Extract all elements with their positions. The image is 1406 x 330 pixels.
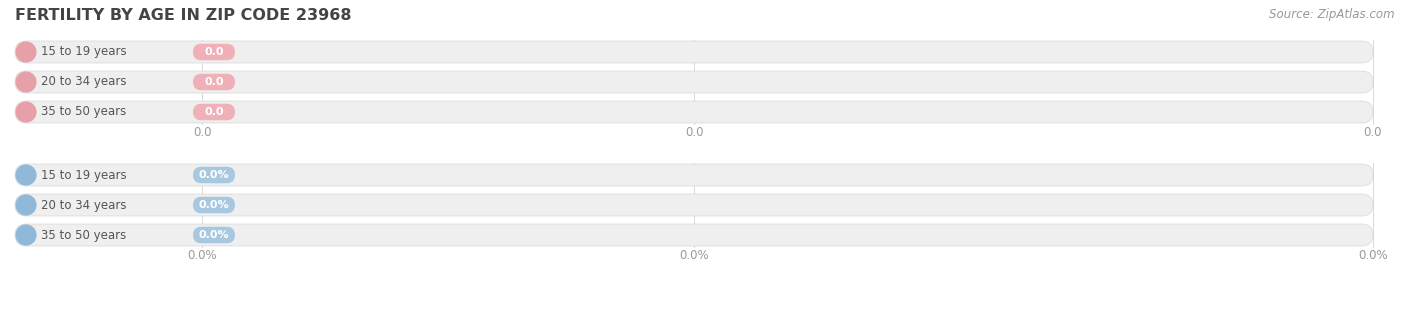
Text: 0.0: 0.0	[204, 47, 224, 57]
Circle shape	[15, 165, 37, 185]
Circle shape	[15, 42, 37, 62]
Text: 0.0%: 0.0%	[198, 230, 229, 240]
Text: 15 to 19 years: 15 to 19 years	[41, 46, 127, 58]
Text: 35 to 50 years: 35 to 50 years	[41, 228, 127, 242]
Text: FERTILITY BY AGE IN ZIP CODE 23968: FERTILITY BY AGE IN ZIP CODE 23968	[15, 8, 352, 23]
Circle shape	[15, 72, 37, 92]
FancyBboxPatch shape	[15, 41, 1374, 63]
FancyBboxPatch shape	[193, 197, 235, 213]
Text: 0.0%: 0.0%	[198, 170, 229, 180]
Text: 20 to 34 years: 20 to 34 years	[41, 76, 127, 88]
Circle shape	[15, 102, 37, 122]
FancyBboxPatch shape	[15, 164, 1374, 186]
Text: 15 to 19 years: 15 to 19 years	[41, 169, 127, 182]
FancyBboxPatch shape	[193, 167, 235, 183]
Text: 0.0: 0.0	[193, 126, 212, 139]
Circle shape	[15, 225, 37, 245]
Text: 0.0%: 0.0%	[187, 249, 217, 262]
FancyBboxPatch shape	[193, 227, 235, 243]
FancyBboxPatch shape	[193, 44, 235, 60]
FancyBboxPatch shape	[15, 194, 1374, 216]
FancyBboxPatch shape	[193, 104, 235, 120]
FancyBboxPatch shape	[15, 101, 1374, 123]
Text: 0.0%: 0.0%	[1358, 249, 1388, 262]
Text: 0.0%: 0.0%	[679, 249, 709, 262]
Circle shape	[15, 195, 37, 215]
Text: 0.0: 0.0	[1364, 126, 1382, 139]
Text: 0.0: 0.0	[204, 77, 224, 87]
Text: 35 to 50 years: 35 to 50 years	[41, 106, 127, 118]
Text: 20 to 34 years: 20 to 34 years	[41, 199, 127, 212]
Text: 0.0: 0.0	[685, 126, 703, 139]
Text: 0.0%: 0.0%	[198, 200, 229, 210]
Text: Source: ZipAtlas.com: Source: ZipAtlas.com	[1270, 8, 1395, 21]
Text: 0.0: 0.0	[204, 107, 224, 117]
FancyBboxPatch shape	[15, 71, 1374, 93]
FancyBboxPatch shape	[193, 74, 235, 90]
FancyBboxPatch shape	[15, 224, 1374, 246]
